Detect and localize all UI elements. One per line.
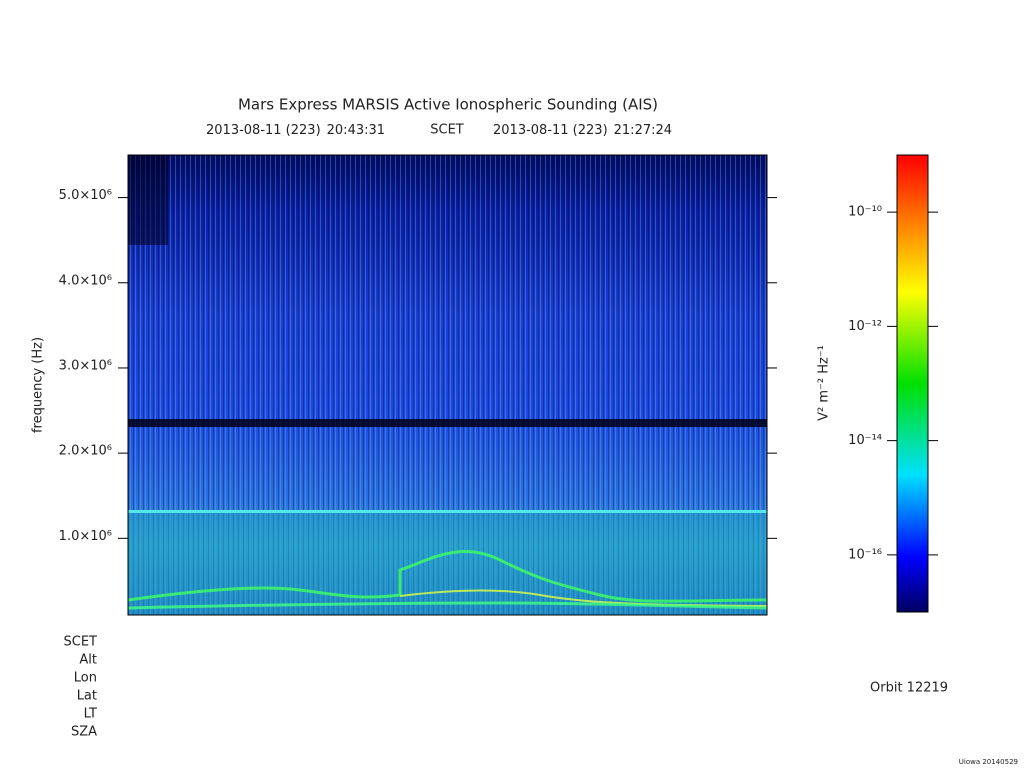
plot-frame: [127, 154, 768, 616]
end-time: 2013-08-11 (223) 21:27:24: [493, 123, 672, 138]
ephemeris-row-label: Lat: [77, 689, 97, 704]
colorbar-tick-label: 10⁻¹⁰: [848, 205, 882, 220]
y-tick-label: 5.0×10⁶: [59, 188, 112, 203]
y-axis-title: frequency (Hz): [31, 337, 46, 433]
credit: Uiowa 20140529: [959, 758, 1018, 766]
colorbar: [896, 154, 929, 613]
orbit-label: Orbit 12219: [870, 681, 948, 696]
start-time: 2013-08-11 (223) 20:43:31: [206, 123, 385, 138]
ephemeris-row-label: LT: [84, 707, 97, 722]
y-tick-label: 1.0×10⁶: [59, 529, 112, 544]
y-tick-label: 3.0×10⁶: [59, 358, 112, 373]
dark-band: [128, 419, 767, 427]
colorbar-tick-label: 10⁻¹²: [848, 319, 882, 334]
colorbar-tick-label: 10⁻¹⁴: [848, 433, 882, 448]
start-clock: 20:43:31: [327, 123, 385, 138]
dark-region: [128, 155, 168, 245]
cyan-line: [128, 510, 767, 513]
start-date: 2013-08-11 (223): [206, 123, 321, 138]
colorbar-tick-label: 10⁻¹⁶: [848, 547, 882, 562]
ephemeris-row-label: SCET: [64, 635, 98, 650]
y-tick-label: 4.0×10⁶: [59, 273, 112, 288]
echo-trace: [127, 550, 768, 603]
colorbar-title: V² m⁻² Hz⁻¹: [817, 345, 832, 421]
ephemeris-row-label: Alt: [79, 653, 97, 668]
time-standard: SCET: [430, 123, 464, 138]
ephemeris-row-label: SZA: [71, 725, 97, 740]
spectrogram: [127, 154, 768, 616]
echo-trace: [127, 601, 768, 610]
ephemeris-row-label: Lon: [74, 671, 97, 686]
end-date: 2013-08-11 (223): [493, 123, 608, 138]
chart-title: Mars Express MARSIS Active Ionospheric S…: [238, 96, 658, 114]
y-tick-label: 2.0×10⁶: [59, 444, 112, 459]
end-clock: 21:27:24: [614, 123, 672, 138]
lower-region: [128, 513, 767, 615]
